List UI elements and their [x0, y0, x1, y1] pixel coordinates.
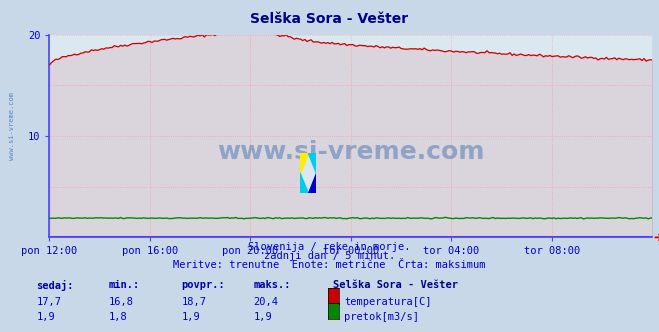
- Polygon shape: [300, 153, 308, 173]
- Polygon shape: [308, 153, 316, 173]
- Text: 1,9: 1,9: [254, 312, 272, 322]
- Text: 18,7: 18,7: [181, 297, 206, 307]
- Text: 1,8: 1,8: [109, 312, 127, 322]
- Text: 16,8: 16,8: [109, 297, 134, 307]
- Text: 1,9: 1,9: [181, 312, 200, 322]
- Text: Meritve: trenutne  Enote: metrične  Črta: maksimum: Meritve: trenutne Enote: metrične Črta: …: [173, 260, 486, 270]
- Text: pretok[m3/s]: pretok[m3/s]: [344, 312, 419, 322]
- Text: sedaj:: sedaj:: [36, 280, 74, 290]
- Text: 17,7: 17,7: [36, 297, 61, 307]
- Text: Slovenija / reke in morje.: Slovenija / reke in morje.: [248, 242, 411, 252]
- Polygon shape: [300, 173, 308, 193]
- Text: povpr.:: povpr.:: [181, 280, 225, 290]
- Text: maks.:: maks.:: [254, 280, 291, 290]
- Text: Selška Sora - Vešter: Selška Sora - Vešter: [250, 12, 409, 26]
- Text: 20,4: 20,4: [254, 297, 279, 307]
- Text: www.si-vreme.com: www.si-vreme.com: [217, 140, 484, 164]
- Text: Selška Sora - Vešter: Selška Sora - Vešter: [333, 280, 458, 290]
- Polygon shape: [308, 173, 316, 193]
- Text: temperatura[C]: temperatura[C]: [344, 297, 432, 307]
- Text: www.si-vreme.com: www.si-vreme.com: [9, 92, 14, 160]
- Text: min.:: min.:: [109, 280, 140, 290]
- Text: 1,9: 1,9: [36, 312, 55, 322]
- Text: zadnji dan / 5 minut.: zadnji dan / 5 minut.: [264, 251, 395, 261]
